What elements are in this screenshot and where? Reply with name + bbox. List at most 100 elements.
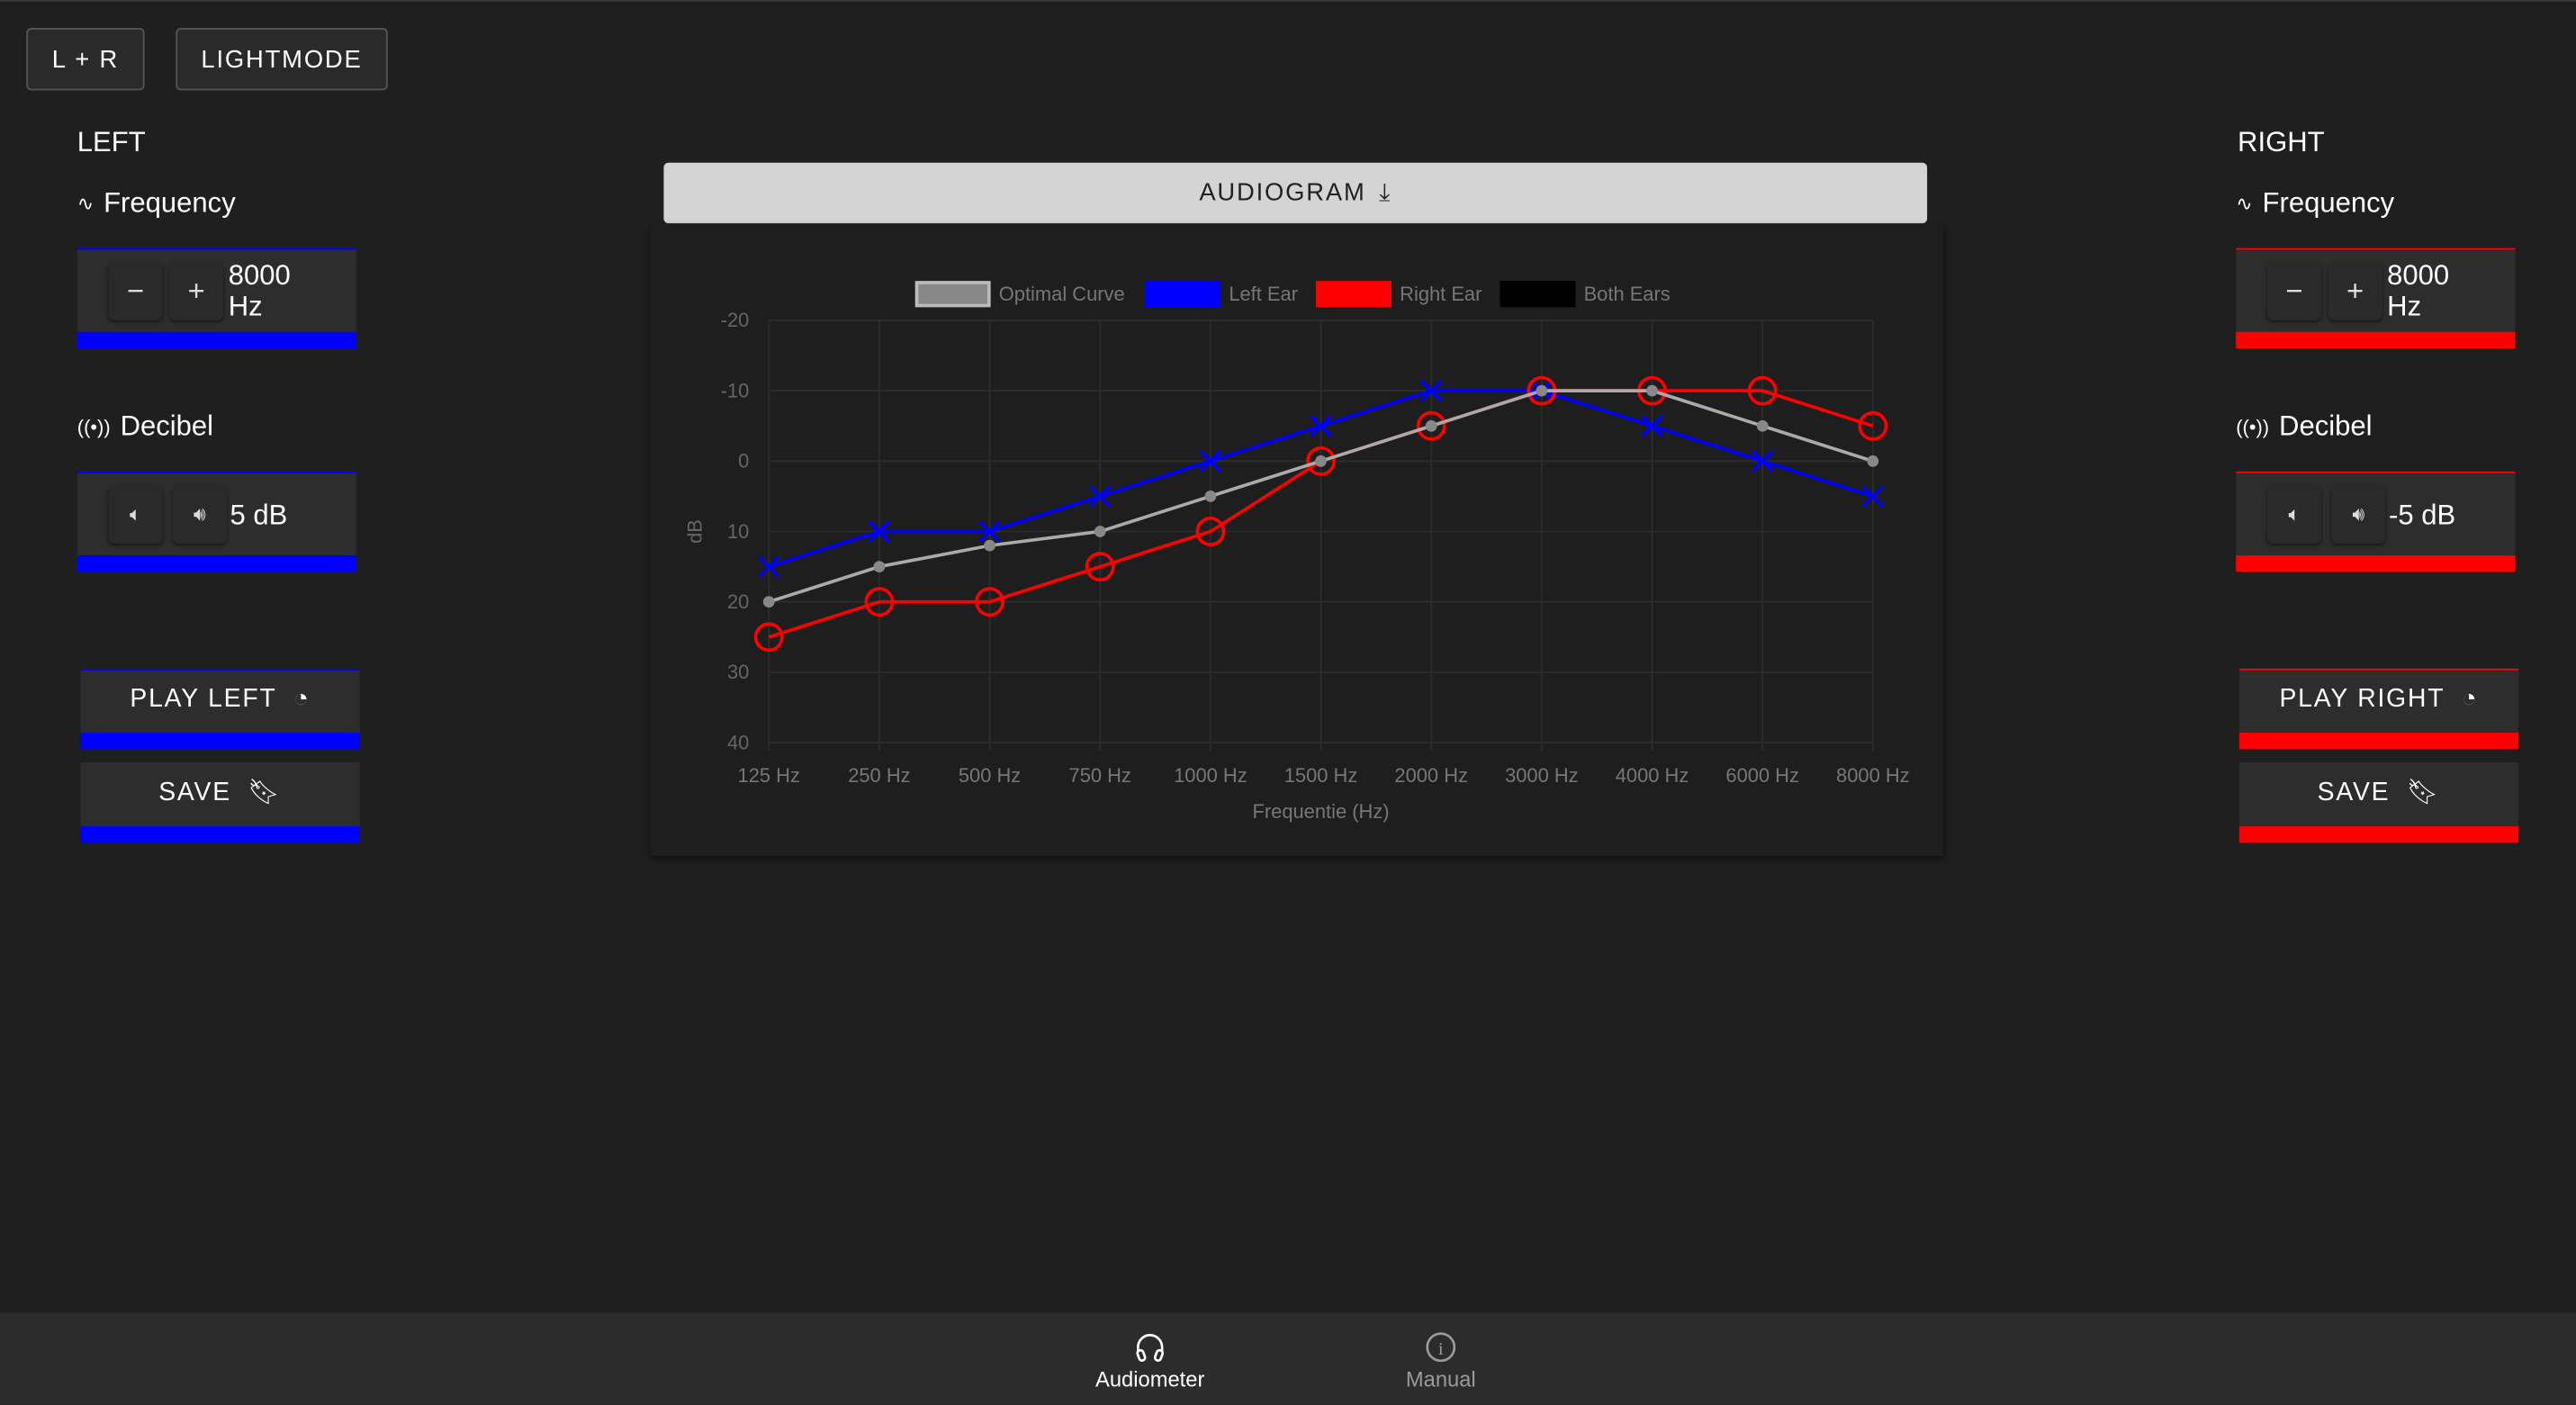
audiogram-download-button[interactable]: AUDIOGRAM ⤓ [663, 162, 1928, 224]
volume-down-icon[interactable]: 🔈︎ [108, 486, 163, 545]
y-tick-label: -20 [721, 309, 750, 331]
data-point [1195, 517, 1226, 546]
left-color-bar [77, 554, 357, 572]
data-point [1310, 414, 1332, 437]
left-color-bar [80, 733, 360, 750]
series-left-ear [757, 379, 1885, 578]
x-tick-label: 1500 Hz [1284, 764, 1358, 787]
x-tick-label: 2000 Hz [1394, 764, 1468, 787]
y-tick-label: 10 [727, 520, 749, 543]
data-point [1094, 526, 1106, 537]
left-frequency-increase-button[interactable]: + [169, 263, 224, 320]
data-point [975, 587, 1004, 617]
play-right-button[interactable]: PLAY RIGHT ◔ [2238, 668, 2519, 750]
data-point [1646, 384, 1658, 397]
right-frequency-value: 8000 Hz [2387, 259, 2449, 321]
data-point [1751, 450, 1774, 473]
pulse-icon: ∿ [2236, 192, 2253, 216]
left-title: LEFT [77, 126, 146, 158]
nav-audiometer-label: Audiometer [1095, 1366, 1205, 1392]
save-left-label: SAVE [158, 778, 231, 806]
right-frequency-unit: Hz [2387, 291, 2422, 322]
left-decibel-label: ((•)) Decibel [77, 410, 213, 444]
x-tick-label: 8000 Hz [1836, 764, 1910, 787]
headphones-icon [1136, 1334, 1165, 1362]
left-frequency-control: − + 8000 Hz [77, 248, 357, 348]
play-left-button[interactable]: PLAY LEFT ◔ [80, 668, 360, 750]
left-frequency-text: Frequency [104, 187, 236, 219]
ear-icon: ◔ [293, 685, 311, 714]
data-point [1204, 491, 1217, 502]
data-point [1861, 485, 1885, 508]
left-frequency-number: 8000 [228, 259, 291, 292]
data-point [1085, 552, 1115, 582]
right-color-bar [2236, 331, 2516, 348]
legend-swatch [1500, 281, 1576, 308]
data-point [1756, 419, 1769, 432]
volume-down-icon[interactable]: 🔈︎ [2266, 486, 2322, 545]
save-left-button[interactable]: SAVE 🔖︎ [80, 761, 360, 843]
data-point [1858, 410, 1888, 441]
right-frequency-text: Frequency [2262, 187, 2395, 219]
right-decibel-control: 🔈︎ 🔊︎ -5 dB [2236, 471, 2516, 572]
audiogram-chart: -20 -10 0 10 20 30 40 125 Hz 250 Hz 500 Hz 750 Hz 1… [683, 281, 1910, 823]
right-color-bar [2236, 554, 2516, 572]
left-color-bar [77, 331, 357, 348]
x-axis-label: Frequentie (Hz) [1253, 800, 1390, 823]
legend-swatch [914, 281, 991, 308]
data-point [1536, 384, 1548, 397]
right-title: RIGHT [2238, 126, 2325, 158]
left-decibel-value: 5 dB [230, 499, 288, 531]
left-frequency-decrease-button[interactable]: − [108, 263, 163, 320]
right-frequency-number: 8000 [2387, 259, 2450, 292]
lightmode-button[interactable]: LIGHTMODE [176, 28, 388, 91]
right-decibel-label: ((•)) Decibel [2236, 410, 2372, 444]
save-right-button[interactable]: SAVE 🔖︎ [2238, 761, 2519, 843]
x-tick-label: 125 Hz [738, 764, 800, 787]
lr-button[interactable]: L + R [26, 28, 145, 91]
series-optimal-curve [762, 384, 1879, 608]
nav-manual[interactable]: i Manual [1342, 1329, 1539, 1391]
right-color-bar [2238, 826, 2519, 843]
right-decibel-text: Decibel [2279, 410, 2373, 443]
nav-audiometer[interactable]: Audiometer [1051, 1329, 1248, 1391]
data-point [864, 587, 895, 617]
pulse-icon: ∿ [77, 192, 95, 216]
y-tick-label: 0 [738, 450, 749, 473]
data-point [978, 520, 1001, 543]
volume-up-icon[interactable]: 🔊︎ [2331, 486, 2386, 545]
data-point [753, 622, 784, 653]
y-tick-label: 30 [727, 661, 749, 683]
right-decibel-value: -5 dB [2388, 499, 2456, 531]
x-tick-label: 1000 Hz [1174, 764, 1247, 787]
left-color-bar [80, 826, 360, 843]
bookmark-icon: 🔖︎ [2406, 779, 2441, 807]
legend-swatch [1145, 281, 1221, 308]
x-tick-label: 500 Hz [959, 764, 1021, 787]
nav-manual-label: Manual [1405, 1366, 1476, 1392]
svg-text:i: i [1438, 1339, 1444, 1359]
data-point [1425, 419, 1437, 432]
left-frequency-unit: Hz [228, 291, 263, 322]
x-tick-label: 6000 Hz [1725, 764, 1799, 787]
broadcast-icon: ((•)) [77, 415, 111, 439]
x-tick-label: 3000 Hz [1505, 764, 1579, 787]
legend-label: Both Ears [1584, 283, 1671, 305]
data-point [1306, 446, 1336, 476]
data-point [1747, 375, 1778, 406]
data-point [757, 555, 780, 578]
broadcast-icon: ((•)) [2236, 415, 2270, 439]
y-tick-label: -10 [721, 379, 750, 401]
data-point [1088, 485, 1112, 508]
save-right-label: SAVE [2317, 778, 2391, 806]
data-point [868, 520, 891, 543]
volume-up-icon[interactable]: 🔊︎ [172, 486, 227, 545]
left-decibel-control: 🔈︎ 🔊︎ 5 dB [77, 471, 357, 572]
right-frequency-decrease-button[interactable]: − [2266, 263, 2322, 320]
x-tick-label: 4000 Hz [1616, 764, 1689, 787]
right-frequency-increase-button[interactable]: + [2328, 263, 2382, 320]
y-axis-label: dB [683, 519, 706, 544]
download-icon: ⤓ [1379, 178, 1392, 207]
data-point [984, 539, 995, 552]
audiogram-label: AUDIOGRAM [1199, 178, 1366, 207]
